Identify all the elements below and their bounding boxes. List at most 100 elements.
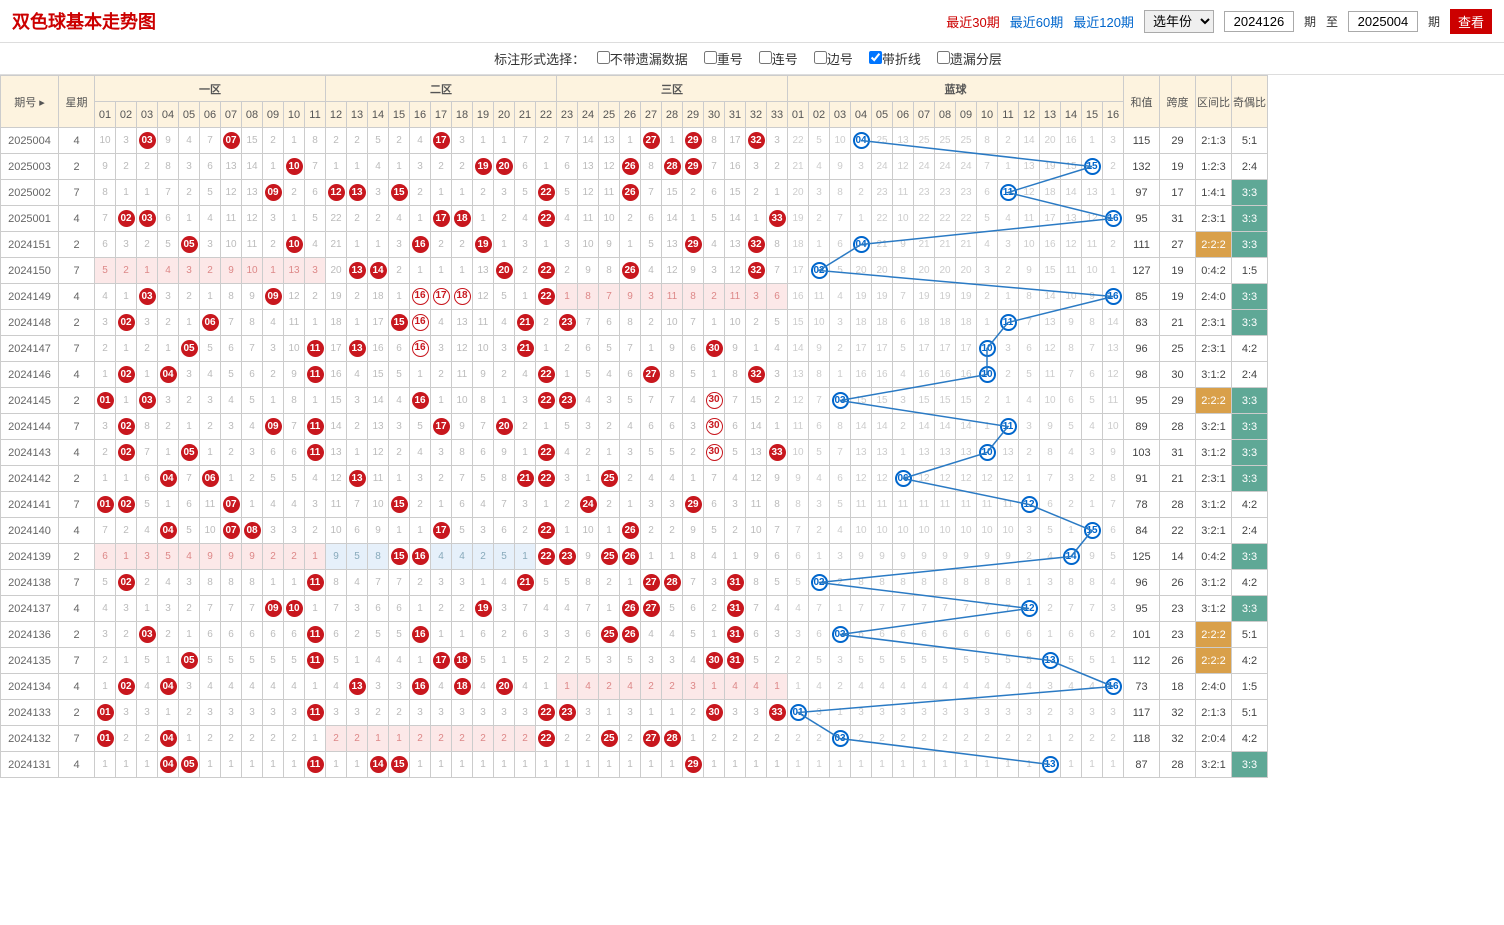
red-ball: 25 bbox=[601, 470, 618, 487]
col-header: 05 bbox=[179, 102, 200, 128]
table-row: 2024149441033218909122192181161718125122… bbox=[1, 284, 1268, 310]
col-header: 蓝球 bbox=[788, 76, 1124, 102]
col-header: 02 bbox=[809, 102, 830, 128]
red-ball: 23 bbox=[559, 704, 576, 721]
search-button[interactable]: 查看 bbox=[1450, 9, 1492, 34]
option-2[interactable]: 连号 bbox=[759, 52, 798, 67]
red-ball: 33 bbox=[769, 704, 786, 721]
red-ball: 33 bbox=[769, 444, 786, 461]
red-ball: 05 bbox=[181, 340, 198, 357]
red-ball: 28 bbox=[664, 158, 681, 175]
col-header: 15 bbox=[389, 102, 410, 128]
col-header: 28 bbox=[662, 102, 683, 128]
red-ball: 16 bbox=[412, 236, 429, 253]
red-ball: 11 bbox=[307, 652, 324, 669]
col-header: 跨度 bbox=[1160, 76, 1196, 128]
period-to-input[interactable] bbox=[1348, 11, 1418, 32]
red-ball: 07 bbox=[223, 522, 240, 539]
red-ball: 19 bbox=[475, 236, 492, 253]
option-5[interactable]: 遗漏分层 bbox=[937, 52, 1002, 67]
red-ball: 17 bbox=[433, 288, 450, 305]
blue-ball: 16 bbox=[1105, 210, 1122, 227]
red-ball: 22 bbox=[538, 262, 555, 279]
period-from-input[interactable] bbox=[1224, 11, 1294, 32]
red-ball: 01 bbox=[97, 704, 114, 721]
table-row: 2024150752143291011332013142111132022229… bbox=[1, 258, 1268, 284]
col-header: 二区 bbox=[326, 76, 557, 102]
blue-ball: 04 bbox=[853, 132, 870, 149]
red-ball: 22 bbox=[538, 184, 555, 201]
table-row: 2024137443132777091017366122193744712627… bbox=[1, 596, 1268, 622]
red-ball: 02 bbox=[118, 574, 135, 591]
red-ball: 30 bbox=[706, 418, 723, 435]
col-header: 03 bbox=[830, 102, 851, 128]
red-ball: 02 bbox=[118, 210, 135, 227]
table-row: 2024142211604706125541213111327582122312… bbox=[1, 466, 1268, 492]
red-ball: 22 bbox=[538, 392, 555, 409]
red-ball: 07 bbox=[223, 132, 240, 149]
red-ball: 05 bbox=[181, 236, 198, 253]
year-select[interactable]: 选年份 bbox=[1144, 10, 1214, 33]
red-ball: 23 bbox=[559, 548, 576, 565]
blue-ball: 13 bbox=[1042, 652, 1059, 669]
option-4[interactable]: 带折线 bbox=[869, 52, 921, 67]
col-header: 29 bbox=[683, 102, 704, 128]
red-ball: 11 bbox=[307, 340, 324, 357]
option-1[interactable]: 重号 bbox=[704, 52, 743, 67]
col-header: 25 bbox=[599, 102, 620, 128]
red-ball: 01 bbox=[97, 730, 114, 747]
col-header: 30 bbox=[704, 102, 725, 128]
filter-60[interactable]: 最近60期 bbox=[1010, 12, 1063, 31]
red-ball: 09 bbox=[265, 184, 282, 201]
blue-ball: 11 bbox=[1000, 184, 1017, 201]
red-ball: 30 bbox=[706, 444, 723, 461]
table-row: 2024138750224388811118477233142155821272… bbox=[1, 570, 1268, 596]
col-header: 区间比 bbox=[1196, 76, 1232, 128]
col-header: 10 bbox=[284, 102, 305, 128]
red-ball: 01 bbox=[97, 392, 114, 409]
red-ball: 15 bbox=[391, 756, 408, 773]
col-header: 13 bbox=[1040, 102, 1061, 128]
red-ball: 05 bbox=[181, 444, 198, 461]
col-header: 07 bbox=[221, 102, 242, 128]
col-header: 09 bbox=[956, 102, 977, 128]
table-row: 2024143420271051236611131122438691224213… bbox=[1, 440, 1268, 466]
red-ball: 31 bbox=[727, 600, 744, 617]
col-header: 星期 bbox=[59, 76, 95, 128]
col-header: 17 bbox=[431, 102, 452, 128]
blue-ball: 10 bbox=[979, 444, 996, 461]
col-header: 期号 ▸ bbox=[1, 76, 59, 128]
red-ball: 31 bbox=[727, 652, 744, 669]
blue-ball: 11 bbox=[1000, 314, 1017, 331]
col-header: 04 bbox=[158, 102, 179, 128]
red-ball: 14 bbox=[370, 262, 387, 279]
col-header: 14 bbox=[368, 102, 389, 128]
option-3[interactable]: 边号 bbox=[814, 52, 853, 67]
filter-30[interactable]: 最近30期 bbox=[946, 12, 999, 31]
red-ball: 03 bbox=[139, 288, 156, 305]
red-ball: 04 bbox=[160, 730, 177, 747]
blue-ball: 16 bbox=[1105, 678, 1122, 695]
red-ball: 04 bbox=[160, 366, 177, 383]
red-ball: 31 bbox=[727, 574, 744, 591]
col-header: 08 bbox=[935, 102, 956, 128]
table-row: 2025003292283613141107114132219206161312… bbox=[1, 154, 1268, 180]
red-ball: 26 bbox=[622, 262, 639, 279]
option-0[interactable]: 不带遗漏数据 bbox=[597, 52, 688, 67]
blue-ball: 03 bbox=[832, 626, 849, 643]
table-row: 2024151263250531011210421113162219131310… bbox=[1, 232, 1268, 258]
table-row: 2025002781172512130926121331521123522512… bbox=[1, 180, 1268, 206]
col-header: 01 bbox=[95, 102, 116, 128]
blue-ball: 13 bbox=[1042, 756, 1059, 773]
red-ball: 13 bbox=[349, 262, 366, 279]
col-header: 27 bbox=[641, 102, 662, 128]
red-ball: 20 bbox=[496, 678, 513, 695]
col-header: 14 bbox=[1061, 102, 1082, 128]
col-header: 21 bbox=[515, 102, 536, 128]
red-ball: 27 bbox=[643, 574, 660, 591]
red-ball: 17 bbox=[433, 132, 450, 149]
filter-120[interactable]: 最近120期 bbox=[1073, 12, 1134, 31]
red-ball: 18 bbox=[454, 678, 471, 695]
col-header: 12 bbox=[1019, 102, 1040, 128]
red-ball: 20 bbox=[496, 418, 513, 435]
